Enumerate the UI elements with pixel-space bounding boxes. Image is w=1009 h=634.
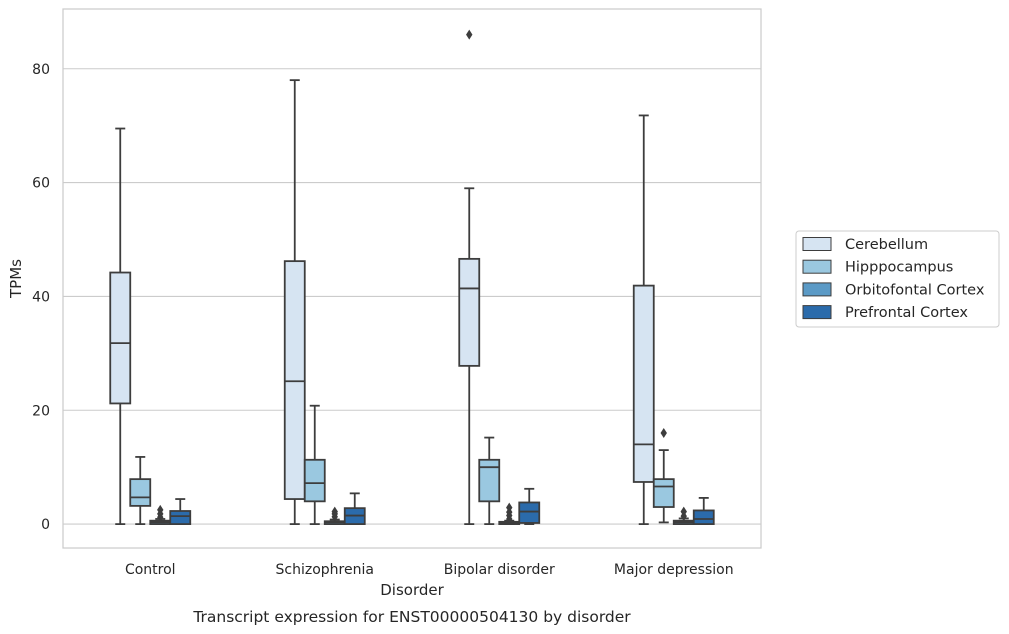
box-iqr (692, 509, 715, 525)
box-iqr (109, 271, 132, 405)
box-iqr (169, 510, 192, 525)
box-hipppocampus (652, 428, 675, 524)
box-iqr (129, 478, 152, 507)
box-orbitofontal-cortex (149, 504, 172, 525)
legend-label: Prefrontal Cortex (845, 305, 968, 321)
box-hipppocampus (129, 456, 152, 525)
outlier-point (466, 29, 473, 40)
box-cerebellum (283, 79, 306, 525)
y-tick-label: 40 (32, 289, 50, 305)
box-prefrontal-cortex (692, 497, 715, 525)
box-prefrontal-cortex (343, 492, 366, 525)
box-iqr (478, 458, 501, 503)
legend-label: Hipppocampus (845, 260, 953, 276)
chart-caption: Transcript expression for ENST0000050413… (192, 608, 631, 626)
outlier-point (506, 502, 513, 513)
box-cerebellum (109, 127, 132, 525)
x-tick-label: Major depression (614, 562, 734, 578)
outlier-point (660, 428, 667, 439)
boxes (109, 29, 715, 525)
box-iqr (458, 257, 481, 367)
plot-area (63, 9, 761, 548)
box-iqr (283, 260, 306, 500)
legend-swatch (802, 282, 832, 297)
legend-swatch (802, 259, 832, 274)
box-hipppocampus (478, 436, 501, 525)
x-tick-label: Bipolar disorder (444, 562, 555, 578)
x-axis-label: Disorder (380, 581, 444, 599)
x-tick-label: Schizophrenia (276, 562, 374, 578)
x-tick-labels: Control Schizophrenia Bipolar disorder Majo… (125, 562, 734, 578)
box-cerebellum (632, 114, 655, 525)
box-prefrontal-cortex (518, 487, 541, 525)
box-iqr (632, 284, 655, 483)
legend-swatch (802, 305, 832, 320)
legend-swatch (802, 237, 832, 251)
box-iqr (518, 501, 541, 524)
legend-frame (795, 230, 1000, 328)
plot-frame (62, 8, 762, 549)
outlier-point (157, 504, 164, 515)
box-prefrontal-cortex (169, 498, 192, 525)
box-iqr (303, 458, 326, 503)
box-hipppocampus (303, 404, 326, 525)
box-cerebellum (458, 29, 481, 525)
y-tick-labels: 0 20 40 60 80 (32, 62, 50, 533)
y-tick-label: 80 (32, 62, 50, 78)
box-iqr (652, 478, 675, 508)
legend-label: Orbitofontal Cortex (845, 282, 985, 298)
y-tick-label: 0 (41, 517, 50, 533)
y-tick-label: 20 (32, 403, 50, 419)
legend: Cerebellum Hipppocampus Orbitofontal Corte… (795, 230, 1000, 328)
x-tick-label: Control (125, 562, 176, 578)
outlier-point (331, 506, 338, 517)
box-orbitofontal-cortex (672, 506, 695, 525)
y-axis-label: TPMs (7, 259, 25, 299)
legend-label: Cerebellum (845, 237, 928, 253)
y-tick-label: 60 (32, 176, 50, 192)
outlier-point (680, 506, 687, 517)
